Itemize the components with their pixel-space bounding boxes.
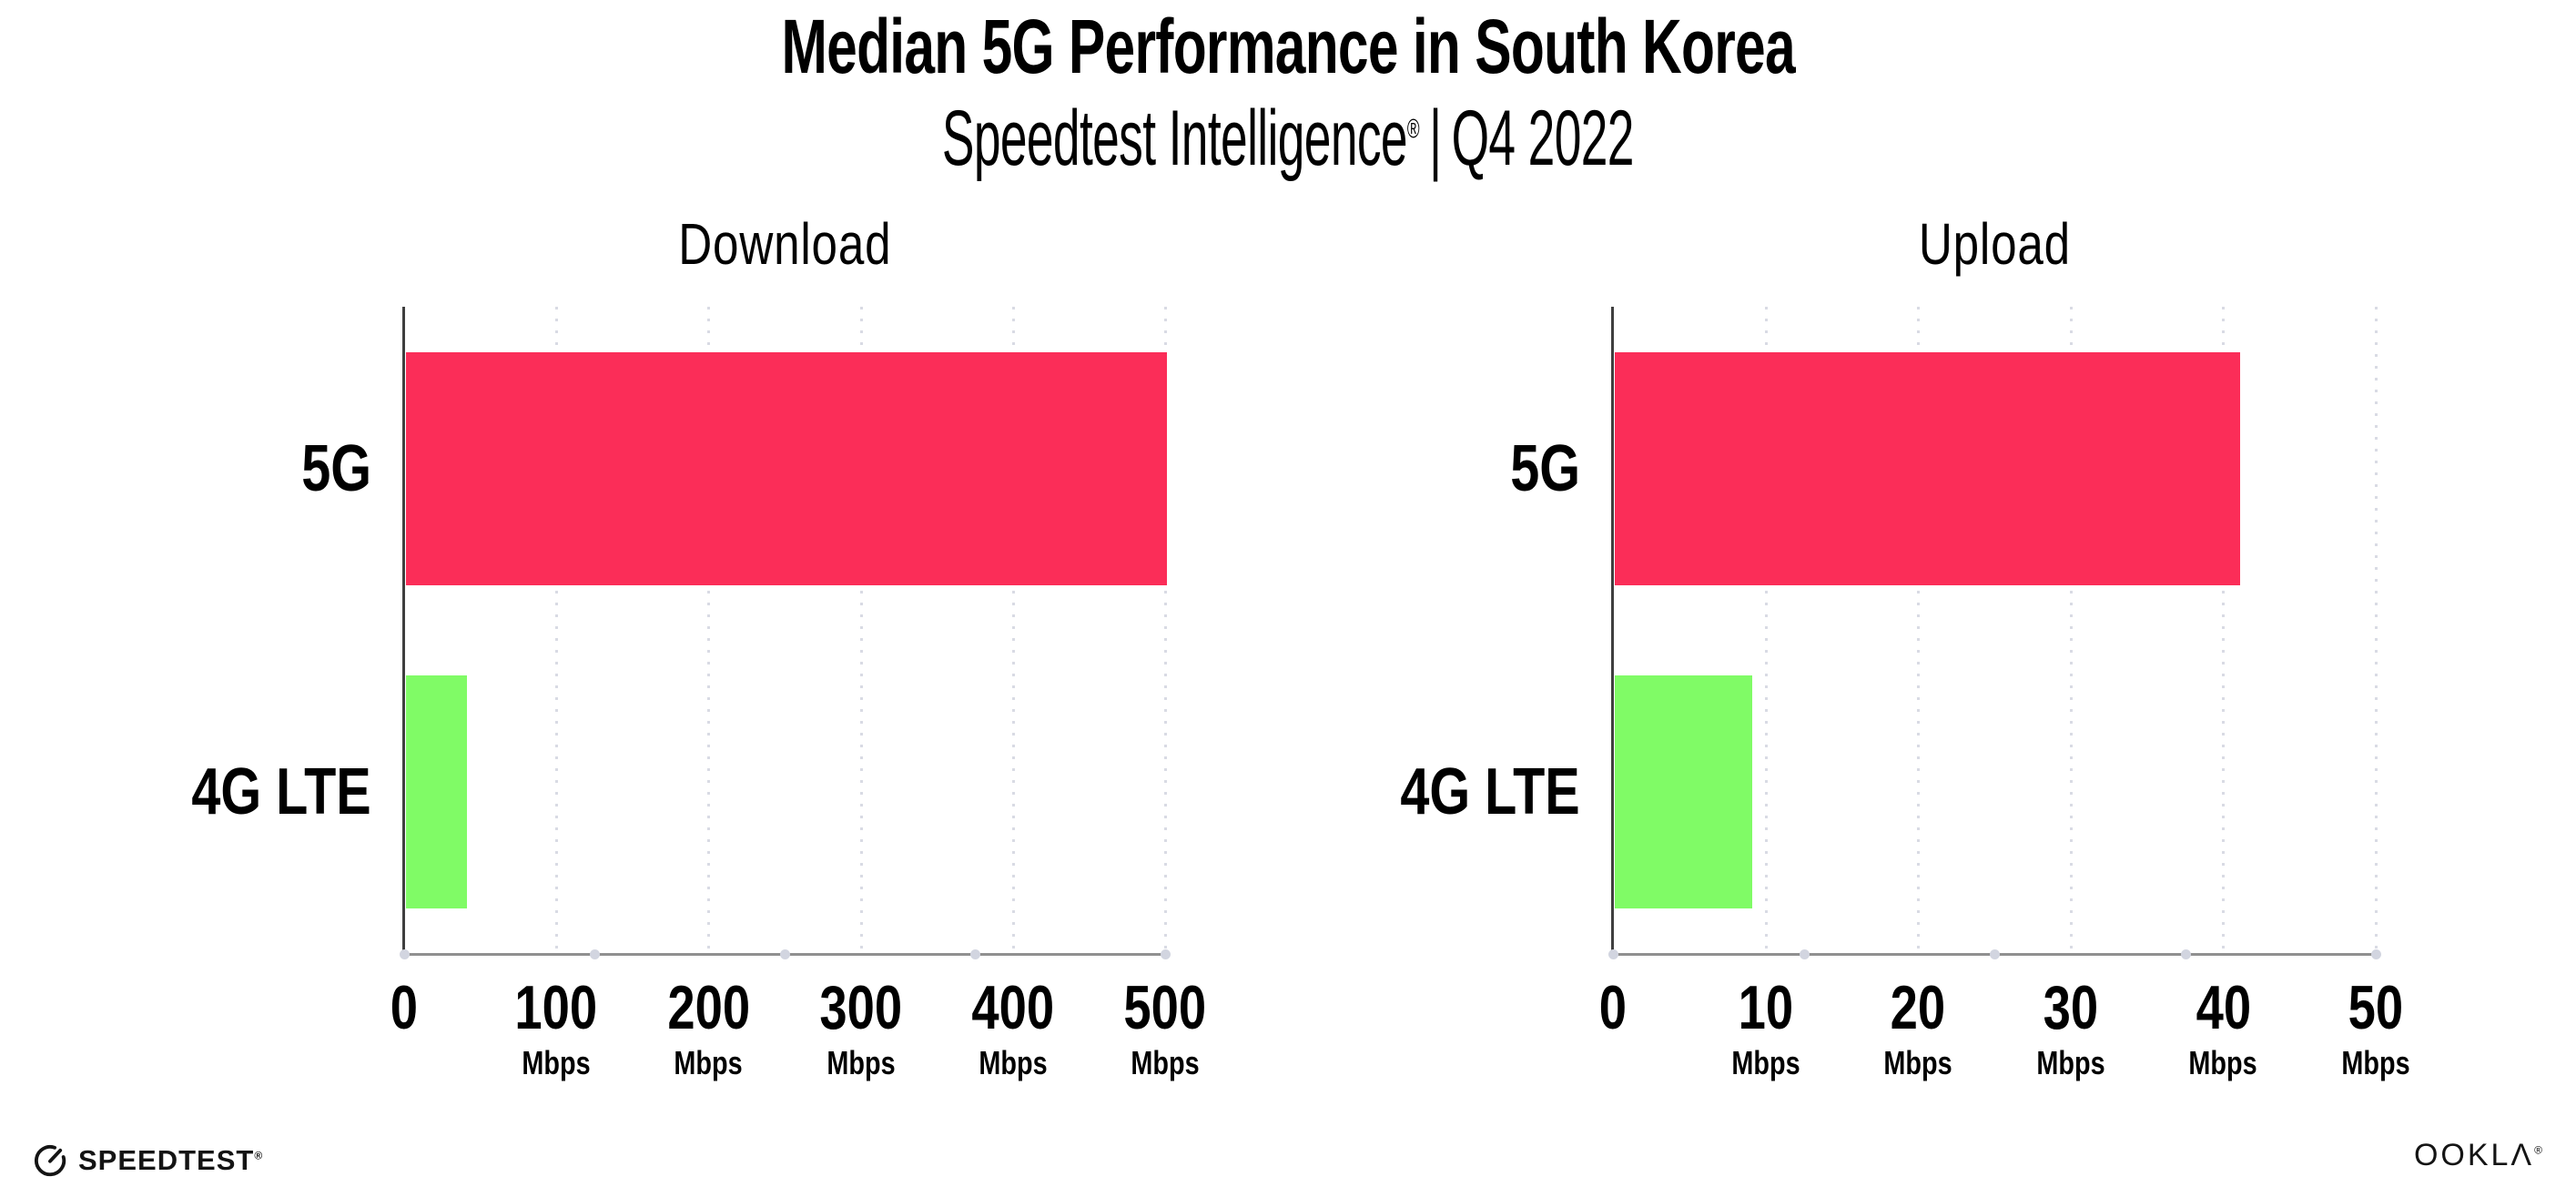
tick-label-300-download: 300 [752,976,970,1040]
axis-dot-download [400,949,410,959]
gridline-20-mbps-upload [1917,307,1921,953]
page-title: Median 5G Performance in South Korea [0,5,2576,87]
tick-label-text: 500 [1123,973,1207,1042]
tick-unit-50-upload: Mbps [2267,1045,2485,1081]
axis-dot-download [590,949,600,959]
tick-unit-text: Mbps [1131,1044,1200,1081]
ookla-wordmark: OOKLΛ [2413,1138,2535,1172]
subtitle-period: Q4 2022 [1451,95,1635,182]
axis-dot-upload [1608,949,1618,959]
tick-unit-40-upload: Mbps [2114,1045,2332,1081]
tick-unit-text: Mbps [979,1044,1048,1081]
tick-label-text: 0 [390,973,419,1042]
tick-label-text: 10 [1738,973,1793,1042]
tick-label-10-upload: 10 [1657,976,1875,1040]
speedtest-logo: SPEEDTEST® [31,1141,263,1180]
tick-label-500-download: 500 [1056,976,1274,1040]
y-axis-upload [1611,307,1614,957]
axis-dot-download [1161,949,1171,959]
tick-unit-text: Mbps [826,1044,896,1081]
tick-unit-200-download: Mbps [599,1045,817,1081]
tick-label-text: 50 [2348,973,2404,1042]
tick-unit-text: Mbps [2341,1044,2410,1081]
chart-title-upload: Upload [1613,212,2376,276]
tick-label-0-upload: 0 [1504,976,1722,1040]
gridline-300-mbps-download [859,307,863,953]
tick-label-200-download: 200 [599,976,817,1040]
tick-unit-100-download: Mbps [447,1045,665,1081]
subtitle-separator: | [1429,95,1442,182]
gridline-400-mbps-download [1011,307,1015,953]
gridline-500-mbps-download [1164,307,1167,953]
gridline-10-mbps-upload [1764,307,1768,953]
page-title-text: Median 5G Performance in South Korea [781,4,1795,89]
tick-label-50-upload: 50 [2267,976,2485,1040]
category-label-text: 5G [1510,431,1580,505]
chart-title-download: Download [404,212,1165,276]
tick-unit-20-upload: Mbps [1809,1045,2027,1081]
chart-title-text-download: Download [677,211,892,277]
tick-label-30-upload: 30 [1962,976,2180,1040]
category-label-4g-lte-download: 4G LTE [0,759,371,825]
tick-unit-400-download: Mbps [904,1045,1122,1081]
tick-unit-500-download: Mbps [1056,1045,1274,1081]
page-subtitle: Speedtest Intelligence® | Q4 2022 [0,87,2576,189]
subtitle-brand: Speedtest Intelligence [942,95,1408,182]
page-subtitle-text: Speedtest Intelligence® | Q4 2022 [942,87,1635,189]
gridline-50-mbps-upload [2375,307,2378,953]
tick-unit-text: Mbps [1730,1044,1800,1081]
tick-label-text: 40 [2196,973,2251,1042]
tick-unit-text: Mbps [2188,1044,2257,1081]
category-label-text: 4G LTE [191,755,371,828]
axis-dot-download [970,949,980,959]
tick-label-text: 30 [2043,973,2099,1042]
speedtest-gauge-icon [34,1145,66,1177]
speedtest-registered-mark: ® [254,1149,264,1162]
axis-dot-upload [2371,949,2381,959]
registered-mark: ® [1407,114,1420,145]
category-label-text: 4G LTE [1400,755,1580,828]
speedtest-wordmark: SPEEDTEST® [78,1144,264,1176]
tick-unit-10-upload: Mbps [1657,1045,1875,1081]
tick-label-40-upload: 40 [2114,976,2332,1040]
tick-unit-text: Mbps [674,1044,743,1081]
category-label-5g-download: 5G [0,436,371,502]
gridline-100-mbps-download [555,307,559,953]
tick-unit-text: Mbps [2036,1044,2105,1081]
bar-5g-download [406,351,1167,585]
ookla-registered-mark: ® [2534,1143,2545,1157]
axis-dot-download [780,949,790,959]
tick-unit-text: Mbps [1883,1044,1952,1081]
gridline-30-mbps-upload [2069,307,2073,953]
tick-label-text: 200 [667,973,750,1042]
category-label-4g-lte-upload: 4G LTE [1198,759,1580,825]
gridline-40-mbps-upload [2222,307,2226,953]
tick-unit-300-download: Mbps [752,1045,970,1081]
chart-title-text-upload: Upload [1918,211,2071,277]
ookla-logo: OOKLΛ® [2414,1138,2545,1173]
gridline-200-mbps-download [707,307,711,953]
tick-label-0-download: 0 [295,976,513,1040]
bar-4g-lte-upload [1615,675,1752,908]
tick-label-20-upload: 20 [1809,976,2027,1040]
bar-4g-lte-download [406,675,467,908]
tick-label-text: 300 [819,973,902,1042]
tick-label-100-download: 100 [447,976,665,1040]
tick-label-text: 100 [514,973,598,1042]
y-axis-download [402,307,405,957]
tick-label-text: 20 [1890,973,1946,1042]
axis-dot-upload [2180,949,2191,959]
bar-5g-upload [1615,351,2240,585]
tick-unit-30-upload: Mbps [1962,1045,2180,1081]
axis-dot-upload [1799,949,1810,959]
tick-label-text: 0 [1598,973,1628,1042]
tick-label-400-download: 400 [904,976,1122,1040]
axis-dot-upload [1990,949,2000,959]
tick-unit-text: Mbps [522,1044,591,1081]
category-label-5g-upload: 5G [1198,436,1580,502]
tick-label-text: 400 [971,973,1055,1042]
category-label-text: 5G [301,431,371,505]
